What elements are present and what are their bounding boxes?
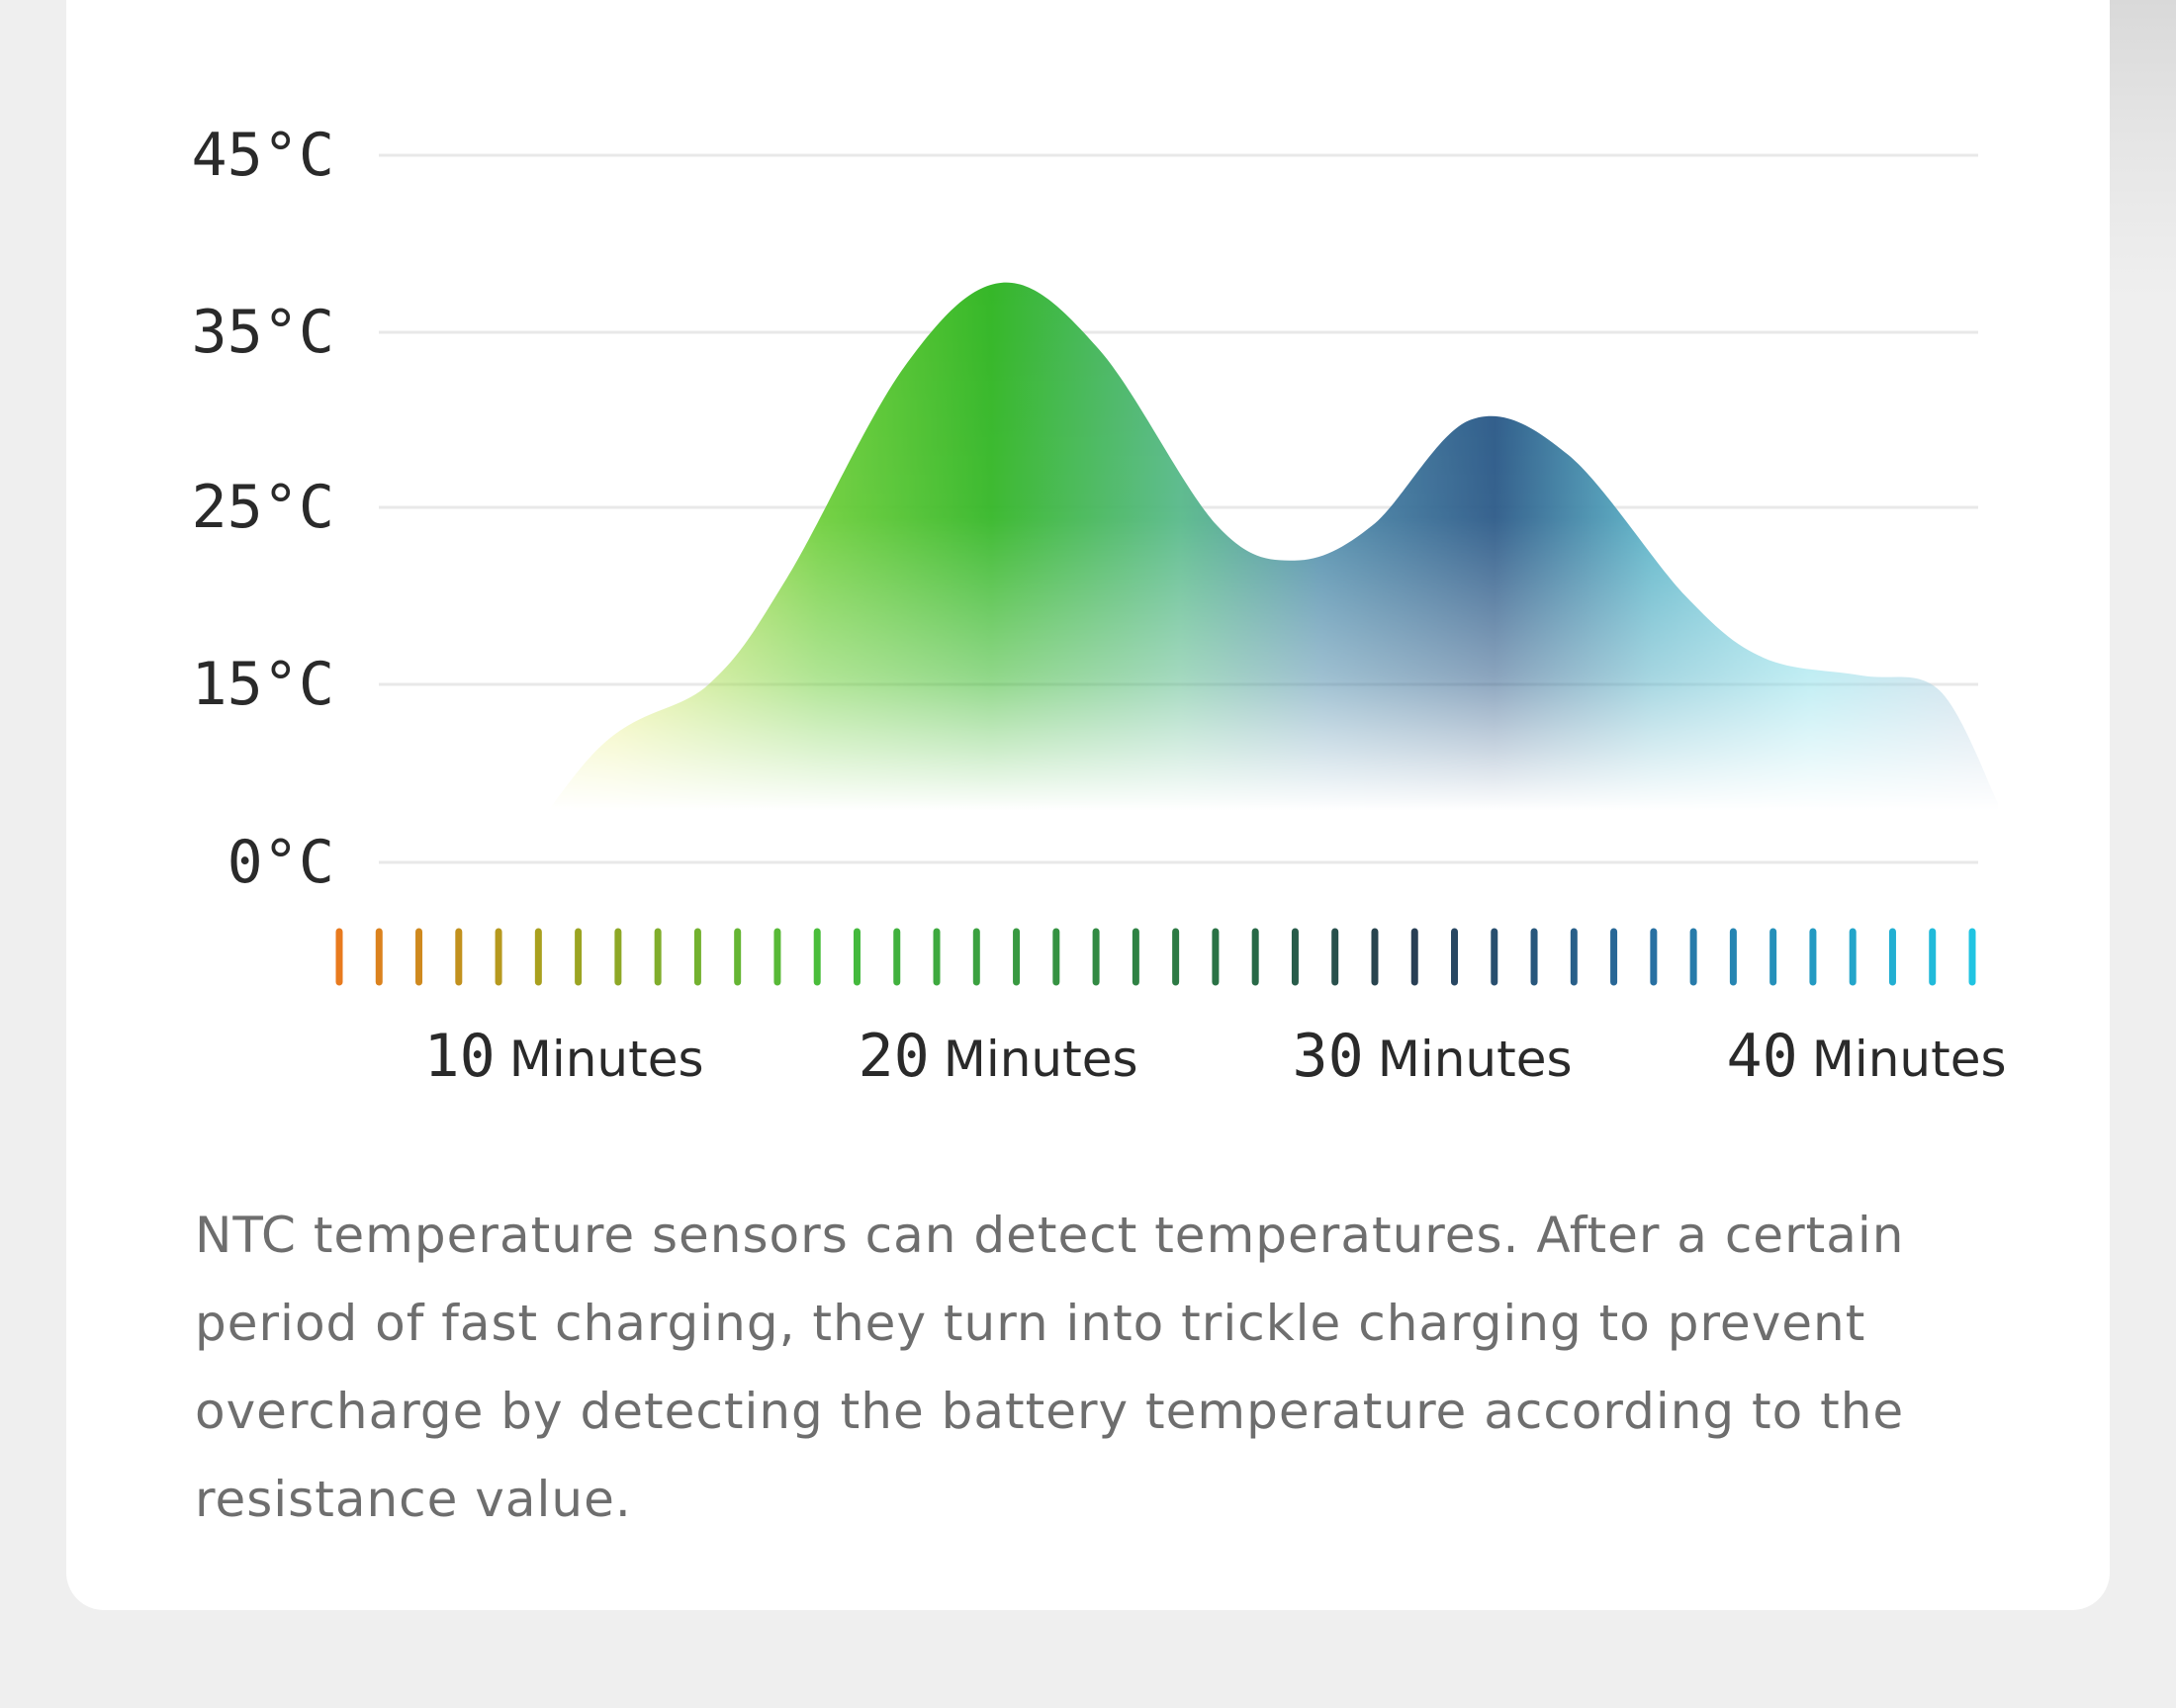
y-tick-label: 15°C — [192, 650, 335, 719]
y-tick-label: 25°C — [192, 473, 335, 542]
x-tick-label: 40 Minutes — [1726, 1022, 2006, 1091]
x-tick-label: 20 Minutes — [858, 1022, 1137, 1091]
x-tick-label: 30 Minutes — [1292, 1022, 1572, 1091]
description-text: NTC temperature sensors can detect tempe… — [195, 1207, 1905, 1528]
y-tick-label: 35°C — [192, 298, 335, 367]
y-axis: 45°C 35°C 25°C 15°C 0°C — [192, 121, 335, 897]
y-tick-label: 0°C — [227, 828, 334, 897]
y-tick-label: 45°C — [192, 121, 335, 190]
x-axis: 10 Minutes 20 Minutes 30 Minutes 40 Minutes — [423, 1022, 2006, 1091]
time-ruler — [335, 928, 1976, 986]
x-tick-label: 10 Minutes — [423, 1022, 703, 1091]
temperature-chart: 45°C 35°C 25°C 15°C 0°C 10 Minutes 20 Minutes 30… — [192, 121, 2007, 1091]
temperature-area — [435, 282, 1998, 982]
